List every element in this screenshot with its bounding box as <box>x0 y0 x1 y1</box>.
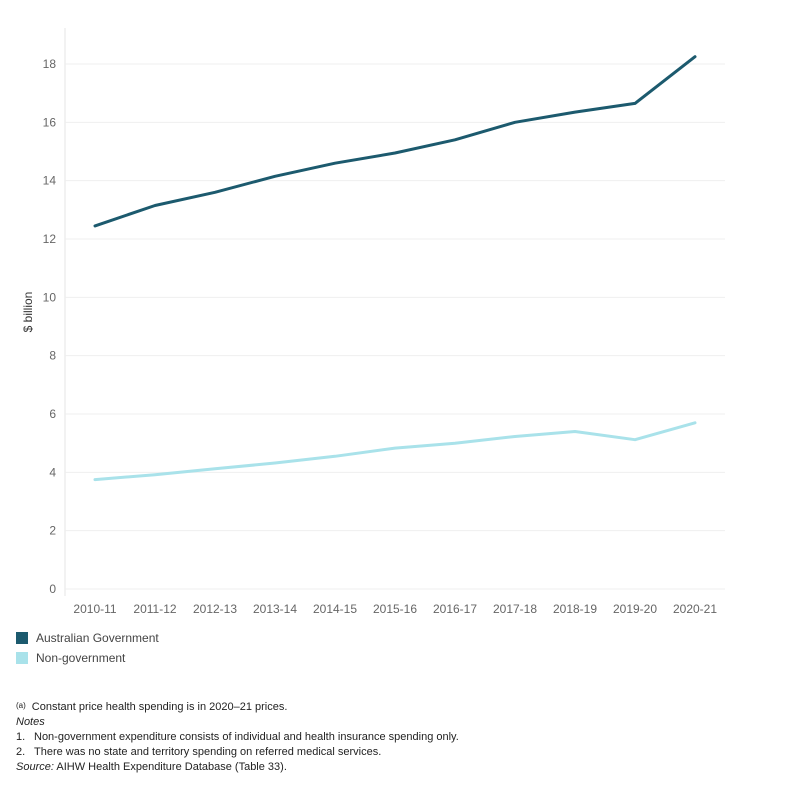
y-axis-ticks: 0 2 4 6 8 10 12 14 16 18 <box>43 57 57 596</box>
data-point[interactable] <box>149 199 161 211</box>
data-point[interactable] <box>269 457 281 469</box>
data-point[interactable] <box>209 463 221 475</box>
data-point[interactable] <box>449 134 461 146</box>
data-point[interactable] <box>689 51 701 63</box>
data-point[interactable] <box>89 220 101 232</box>
data-point[interactable] <box>209 186 221 198</box>
data-point[interactable] <box>509 430 521 442</box>
data-point[interactable] <box>569 106 581 118</box>
data-point[interactable] <box>449 437 461 449</box>
data-point[interactable] <box>509 116 521 128</box>
y-axis-title: $ billion <box>21 292 35 333</box>
x-tick-label: 2014-15 <box>313 602 357 616</box>
series-line-non-government[interactable] <box>93 421 697 482</box>
data-point[interactable] <box>149 469 161 481</box>
footnote-text: Constant price health spending is in 202… <box>31 701 288 713</box>
y-tick-label: 2 <box>49 524 56 538</box>
legend-item-australian-government[interactable]: Australian Government <box>16 628 159 648</box>
legend-swatch <box>16 632 28 644</box>
source-text: AIHW Health Expenditure Database (Table … <box>56 761 287 773</box>
y-tick-label: 0 <box>49 582 56 596</box>
x-tick-label: 2017-18 <box>493 602 537 616</box>
y-tick-label: 10 <box>43 290 57 304</box>
chart-notes: (a) Constant price health spending is in … <box>16 698 776 775</box>
source-label: Source: <box>16 761 54 773</box>
note-number: 2. <box>16 746 26 758</box>
data-point[interactable] <box>629 97 641 109</box>
source-line: Source: AIHW Health Expenditure Database… <box>16 760 776 775</box>
data-point[interactable] <box>329 450 341 462</box>
footnote: (a) Constant price health spending is in … <box>16 698 776 715</box>
y-tick-label: 12 <box>43 232 57 246</box>
data-point[interactable] <box>629 434 641 446</box>
notes-heading: Notes <box>16 716 45 728</box>
data-point[interactable] <box>389 147 401 159</box>
note-number: 1. <box>16 731 26 743</box>
note-text: Non-government expenditure consists of i… <box>34 731 459 743</box>
legend-label: Non-government <box>36 651 126 665</box>
data-point[interactable] <box>329 157 341 169</box>
x-tick-label: 2016-17 <box>433 602 477 616</box>
y-tick-label: 6 <box>49 407 56 421</box>
data-point[interactable] <box>389 442 401 454</box>
legend-swatch <box>16 652 28 664</box>
x-axis-ticks: 2010-11 2011-12 2012-13 2013-14 2014-15 2015-… <box>73 602 717 616</box>
x-tick-label: 2018-19 <box>553 602 597 616</box>
y-tick-label: 14 <box>43 174 57 188</box>
y-tick-label: 18 <box>43 57 57 71</box>
series-line-australian-government[interactable] <box>93 55 697 228</box>
data-point[interactable] <box>89 474 101 486</box>
data-point[interactable] <box>569 426 581 438</box>
note-text: There was no state and territory spendin… <box>34 746 382 758</box>
legend-label: Australian Government <box>36 631 159 645</box>
x-tick-label: 2012-13 <box>193 602 237 616</box>
data-point[interactable] <box>269 170 281 182</box>
x-tick-label: 2010-11 <box>73 602 116 616</box>
y-tick-label: 16 <box>43 115 57 129</box>
data-point[interactable] <box>689 417 701 429</box>
x-tick-label: 2015-16 <box>373 602 417 616</box>
legend-item-non-government[interactable]: Non-government <box>16 648 159 668</box>
x-tick-label: 2013-14 <box>253 602 297 616</box>
note-item: 1. Non-government expenditure consists of… <box>16 730 776 745</box>
gridlines <box>64 28 725 596</box>
note-item: 2. There was no state and territory spend… <box>16 745 776 760</box>
y-tick-label: 4 <box>49 465 56 479</box>
x-tick-label: 2020-21 <box>673 602 717 616</box>
x-tick-label: 2011-12 <box>133 602 176 616</box>
y-tick-label: 8 <box>49 349 56 363</box>
footnote-marker: (a) <box>16 701 26 710</box>
x-tick-label: 2019-20 <box>613 602 657 616</box>
legend: Australian Government Non-government <box>16 628 159 668</box>
series-lines <box>89 51 701 486</box>
